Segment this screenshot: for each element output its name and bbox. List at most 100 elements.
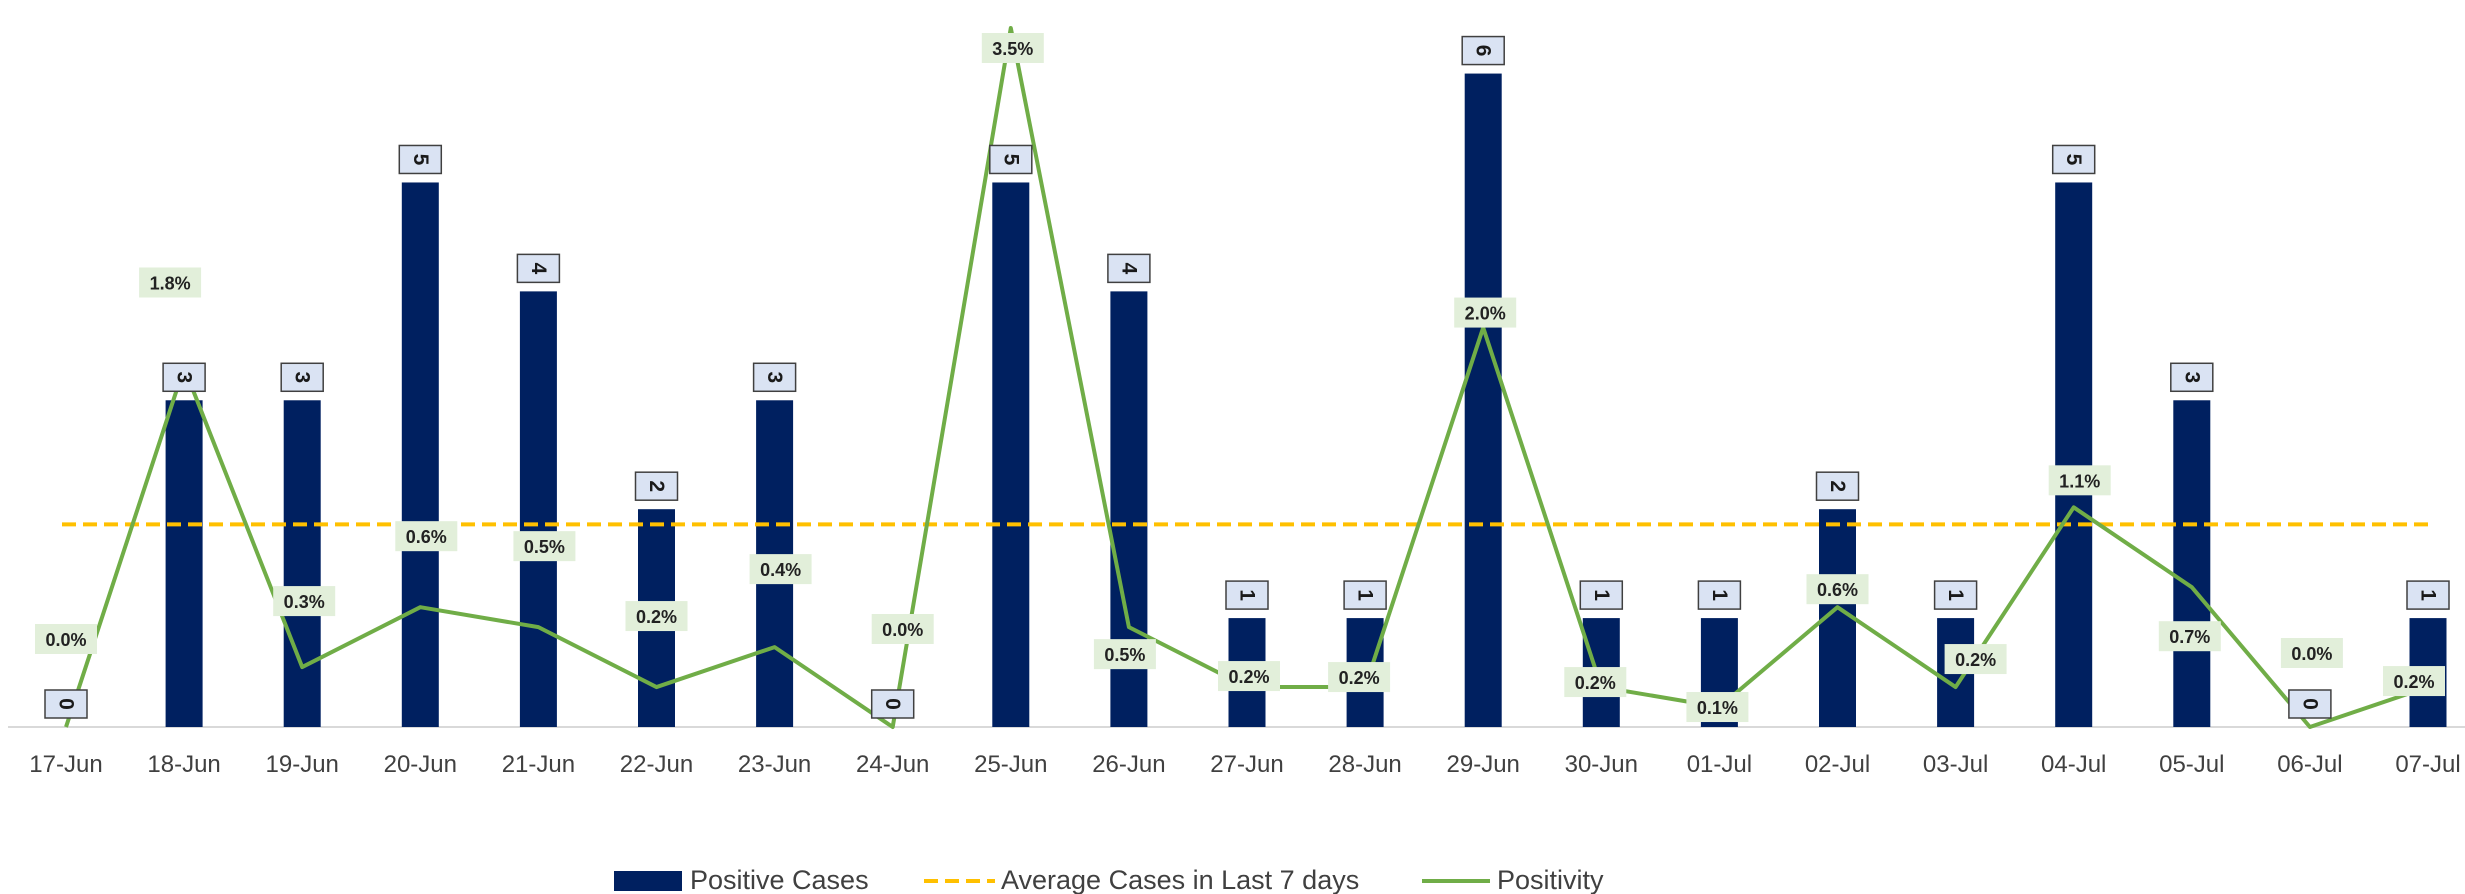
positivity-label-07-Jul: 0.2% xyxy=(2383,666,2445,697)
bar-label-box xyxy=(44,689,88,719)
bar-29-Jun xyxy=(1464,73,1502,727)
bar-label-box xyxy=(752,362,797,393)
x-tick-29-Jun: 29-Jun xyxy=(1447,751,1520,778)
bar-label-box xyxy=(516,253,561,284)
bar-label-box xyxy=(1225,580,1269,610)
bar-label-24-Jun: 0 xyxy=(870,689,915,719)
x-tick-24-Jun: 24-Jun xyxy=(856,751,929,778)
positivity-label-box xyxy=(35,624,97,654)
x-tick-22-Jun: 22-Jun xyxy=(620,751,693,778)
positivity-label-box xyxy=(1806,574,1869,605)
positivity-label-value: 2.0% xyxy=(1465,304,1506,324)
bar-label-value: 3 xyxy=(291,371,314,383)
positivity-label-value: 0.2% xyxy=(1228,667,1269,687)
bar-label-box xyxy=(2288,689,2332,719)
positivity-label-box xyxy=(1944,644,2007,675)
bar-label-02-Jul: 2 xyxy=(1815,471,1860,501)
positivity-label-value: 0.1% xyxy=(1697,698,1738,718)
positivity-label-18-Jun: 1.8% xyxy=(139,267,202,298)
positivity-label-22-Jun: 0.2% xyxy=(625,601,688,632)
positivity-label-box xyxy=(2158,621,2221,652)
bar-label-18-Jun: 3 xyxy=(162,362,206,393)
x-tick-06-Jul: 06-Jul xyxy=(2277,751,2342,778)
positivity-label-value: 3.5% xyxy=(992,39,1033,59)
positivity-label-value: 0.6% xyxy=(406,527,447,547)
positivity-label-box xyxy=(1564,667,1627,698)
bar-label-03-Jul: 1 xyxy=(1933,580,1978,610)
bar-label-box xyxy=(162,362,206,393)
positivity-label-value: 0.0% xyxy=(882,620,923,640)
positivity-label-19-Jun: 0.3% xyxy=(273,586,336,617)
bar-label-box xyxy=(2406,580,2450,610)
positivity-label-21-Jun: 0.5% xyxy=(513,531,576,562)
bar-label-value: 1 xyxy=(1708,589,1731,601)
bar-label-29-Jun: 6 xyxy=(1461,35,1505,66)
bar-label-box xyxy=(1697,580,1742,610)
positivity-label-box xyxy=(1328,662,1391,693)
x-tick-17-Jun: 17-Jun xyxy=(29,751,102,778)
bar-label-06-Jul: 0 xyxy=(2288,689,2332,719)
bar-25-Jun xyxy=(992,182,1030,727)
bar-label-04-Jul: 5 xyxy=(2051,144,2096,175)
bar-label-box xyxy=(1461,35,1505,66)
bar-label-25-Jun: 5 xyxy=(989,144,1033,175)
bar-label-box xyxy=(1343,580,1387,610)
bar-20-Jun xyxy=(401,182,439,727)
positivity-label-box xyxy=(2383,666,2445,697)
x-tick-07-Jul: 07-Jul xyxy=(2395,751,2460,778)
bar-label-21-Jun: 4 xyxy=(516,253,561,284)
positivity-label-02-Jul: 0.6% xyxy=(1806,574,1869,605)
x-tick-28-Jun: 28-Jun xyxy=(1328,751,1401,778)
positivity-label-03-Jul: 0.2% xyxy=(1944,644,2007,675)
bar-label-box xyxy=(280,362,324,393)
positivity-label-box xyxy=(273,586,336,617)
bar-label-value: 0 xyxy=(2298,698,2321,710)
bar-21-Jun xyxy=(519,291,557,727)
x-tick-01-Jul: 01-Jul xyxy=(1687,751,1752,778)
positivity-label-value: 0.2% xyxy=(636,607,677,627)
positivity-label-box xyxy=(1093,639,1156,670)
positivity-label-box xyxy=(871,614,934,644)
bar-label-28-Jun: 1 xyxy=(1343,580,1387,610)
positivity-label-27-Jun: 0.2% xyxy=(1218,661,1280,692)
bar-label-value: 0 xyxy=(881,698,904,710)
bar-label-value: 1 xyxy=(1354,589,1377,601)
bar-label-box xyxy=(398,144,443,175)
x-tick-19-Jun: 19-Jun xyxy=(266,751,339,778)
bars-group xyxy=(165,73,2447,727)
positivity-label-30-Jun: 0.2% xyxy=(1564,667,1627,698)
x-tick-23-Jun: 23-Jun xyxy=(738,751,811,778)
legend-label-positivity: Positivity xyxy=(1497,865,1604,894)
positivity-label-value: 0.6% xyxy=(1817,580,1858,600)
legend-label-average: Average Cases in Last 7 days xyxy=(1001,865,1359,894)
x-tick-20-Jun: 20-Jun xyxy=(384,751,457,778)
x-tick-21-Jun: 21-Jun xyxy=(502,751,575,778)
bar-label-box xyxy=(2170,362,2214,393)
bar-label-30-Jun: 1 xyxy=(1579,580,1624,610)
x-tick-25-Jun: 25-Jun xyxy=(974,751,1047,778)
bar-label-value: 3 xyxy=(173,371,196,383)
positivity-label-box xyxy=(395,521,458,552)
bar-label-19-Jun: 3 xyxy=(280,362,324,393)
bar-label-box xyxy=(1579,580,1624,610)
bar-label-box xyxy=(1933,580,1978,610)
positivity-label-box xyxy=(981,33,1044,63)
bar-label-26-Jun: 4 xyxy=(1107,253,1151,284)
bar-04-Jul xyxy=(2055,182,2093,727)
x-tick-03-Jul: 03-Jul xyxy=(1923,751,1988,778)
positivity-label-25-Jun: 3.5% xyxy=(981,33,1044,63)
bar-label-value: 0 xyxy=(55,698,78,710)
positivity-label-value: 0.2% xyxy=(1575,673,1616,693)
bar-label-value: 1 xyxy=(2417,589,2440,601)
positivity-label-box xyxy=(1218,661,1280,692)
bar-label-22-Jun: 2 xyxy=(634,471,679,501)
positivity-label-value: 0.7% xyxy=(2169,627,2210,647)
positivity-label-20-Jun: 0.6% xyxy=(395,521,458,552)
bar-label-value: 3 xyxy=(2180,371,2203,383)
bar-label-box xyxy=(1815,471,1860,501)
positivity-label-value: 0.2% xyxy=(2393,672,2434,692)
bar-label-01-Jul: 1 xyxy=(1697,580,1742,610)
bar-label-20-Jun: 5 xyxy=(398,144,443,175)
positivity-label-value: 0.0% xyxy=(2291,644,2332,664)
